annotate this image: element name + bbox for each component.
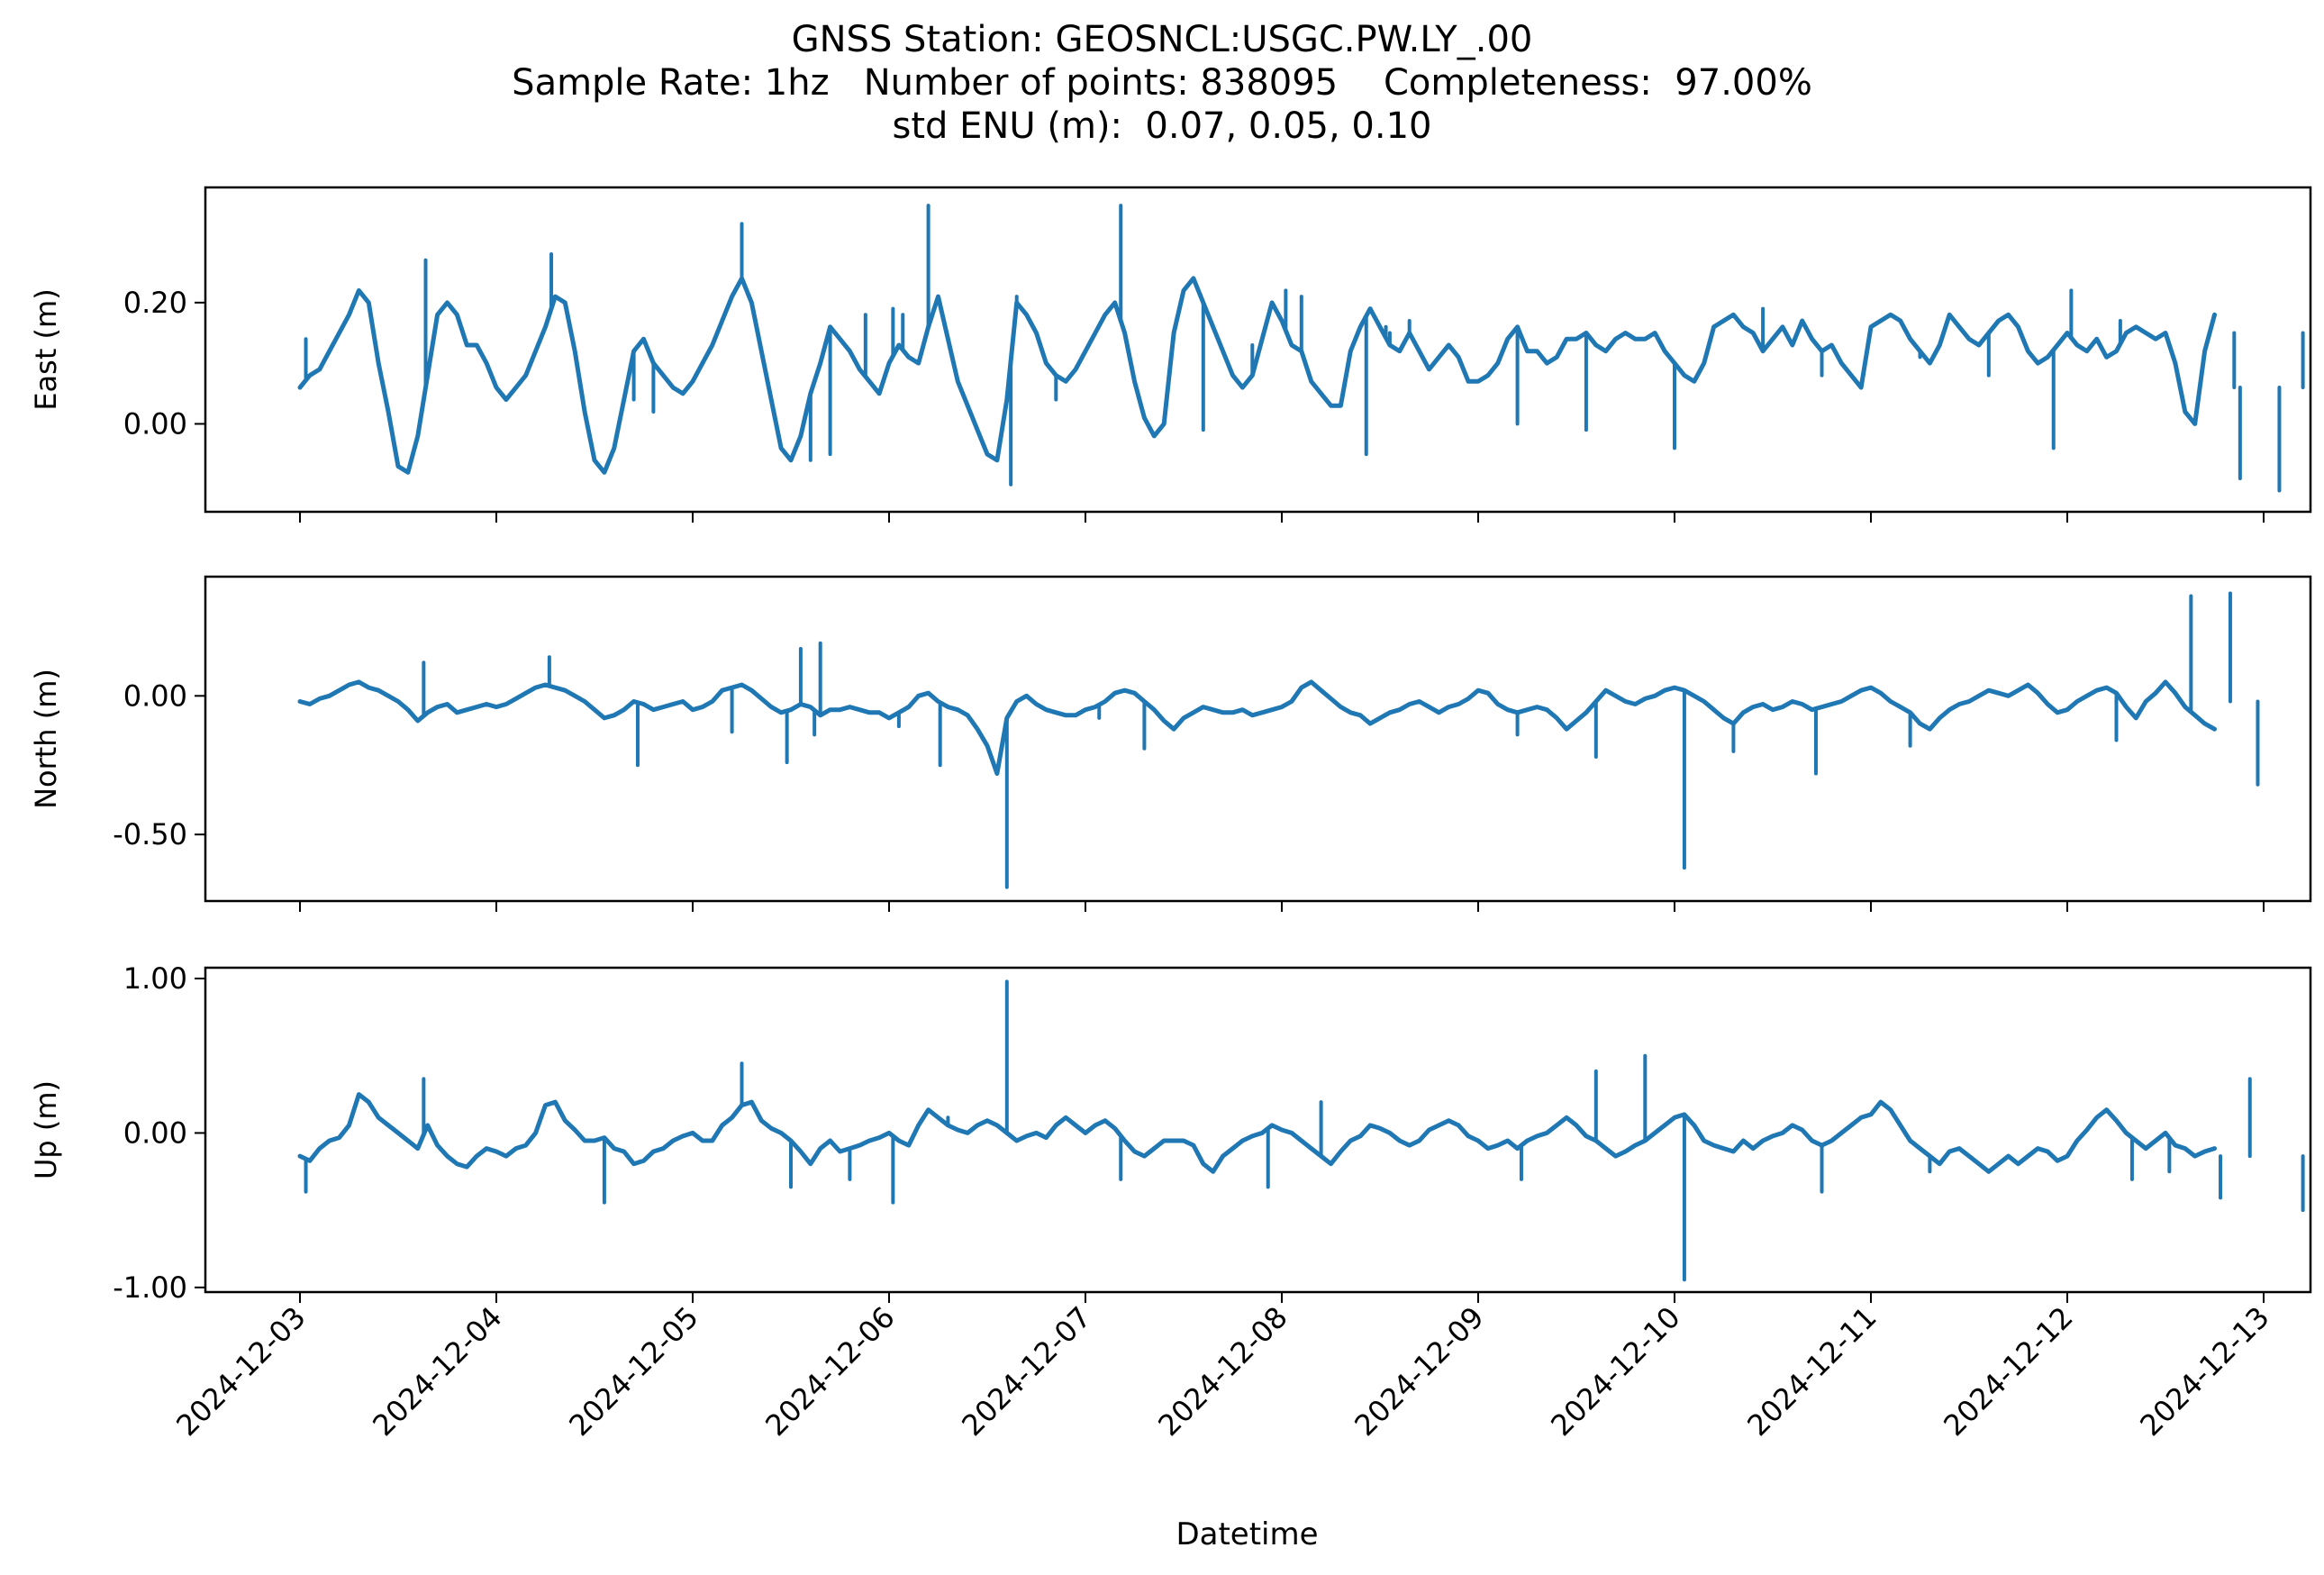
up-ytick-label-0: 1.00 <box>123 961 187 996</box>
x-tick-label-5: 2024-12-08 <box>1151 1300 1294 1443</box>
x-tick-label-6: 2024-12-09 <box>1348 1300 1490 1443</box>
x-tick-label-3: 2024-12-06 <box>758 1300 901 1443</box>
east-ytick-label-0: 0.00 <box>123 406 187 441</box>
x-tick-label-7: 2024-12-10 <box>1544 1300 1686 1443</box>
x-tick-label-2: 2024-12-05 <box>562 1300 704 1443</box>
chart-title: GNSS Station: GEOSNCL:USGC.PW.LY_.00 <box>791 19 1533 60</box>
chart-subtitle-sample-info: Sample Rate: 1hz Number of points: 83809… <box>512 62 1812 104</box>
up-axes-frame <box>204 966 2312 1294</box>
x-tick-label-8: 2024-12-11 <box>1740 1300 1883 1443</box>
x-axis-label: Datetime <box>1176 1516 1318 1552</box>
panel-east: 0.00 0.20 East (m) <box>29 186 2312 523</box>
north-ylabel: North (m) <box>29 669 63 809</box>
up-ytick-label-1: 0.00 <box>123 1115 187 1150</box>
east-series-line <box>297 276 2217 475</box>
x-tick-label-9: 2024-12-12 <box>1937 1300 2079 1443</box>
east-data-layer <box>297 204 2305 493</box>
north-ytick-label-1: -0.50 <box>113 817 187 851</box>
x-tick-label-10: 2024-12-13 <box>2133 1300 2275 1443</box>
x-tick-label-1: 2024-12-04 <box>366 1300 508 1443</box>
x-tick-label-0: 2024-12-03 <box>169 1300 312 1443</box>
north-series-line <box>297 679 2217 776</box>
east-axes-frame <box>204 186 2312 514</box>
up-ylabel: Up (m) <box>29 1080 63 1179</box>
x-tick-label-4: 2024-12-07 <box>955 1300 1097 1443</box>
panel-north: 0.00 -0.50 North (m) <box>29 575 2312 912</box>
north-ytick-label-0: 0.00 <box>123 678 187 713</box>
panel-up: 1.00 0.00 -1.00 Up (m) <box>29 961 2312 1305</box>
up-ytick-label-2: -1.00 <box>113 1270 187 1305</box>
north-axes-frame <box>204 575 2312 903</box>
east-ylabel: East (m) <box>29 288 63 410</box>
chart-subtitle-std-enu: std ENU (m): 0.07, 0.05, 0.10 <box>892 105 1432 147</box>
east-ytick-label-1: 0.20 <box>123 286 187 320</box>
north-data-layer <box>297 591 2260 889</box>
up-series-line <box>297 1092 2217 1174</box>
up-data-layer <box>297 979 2305 1282</box>
